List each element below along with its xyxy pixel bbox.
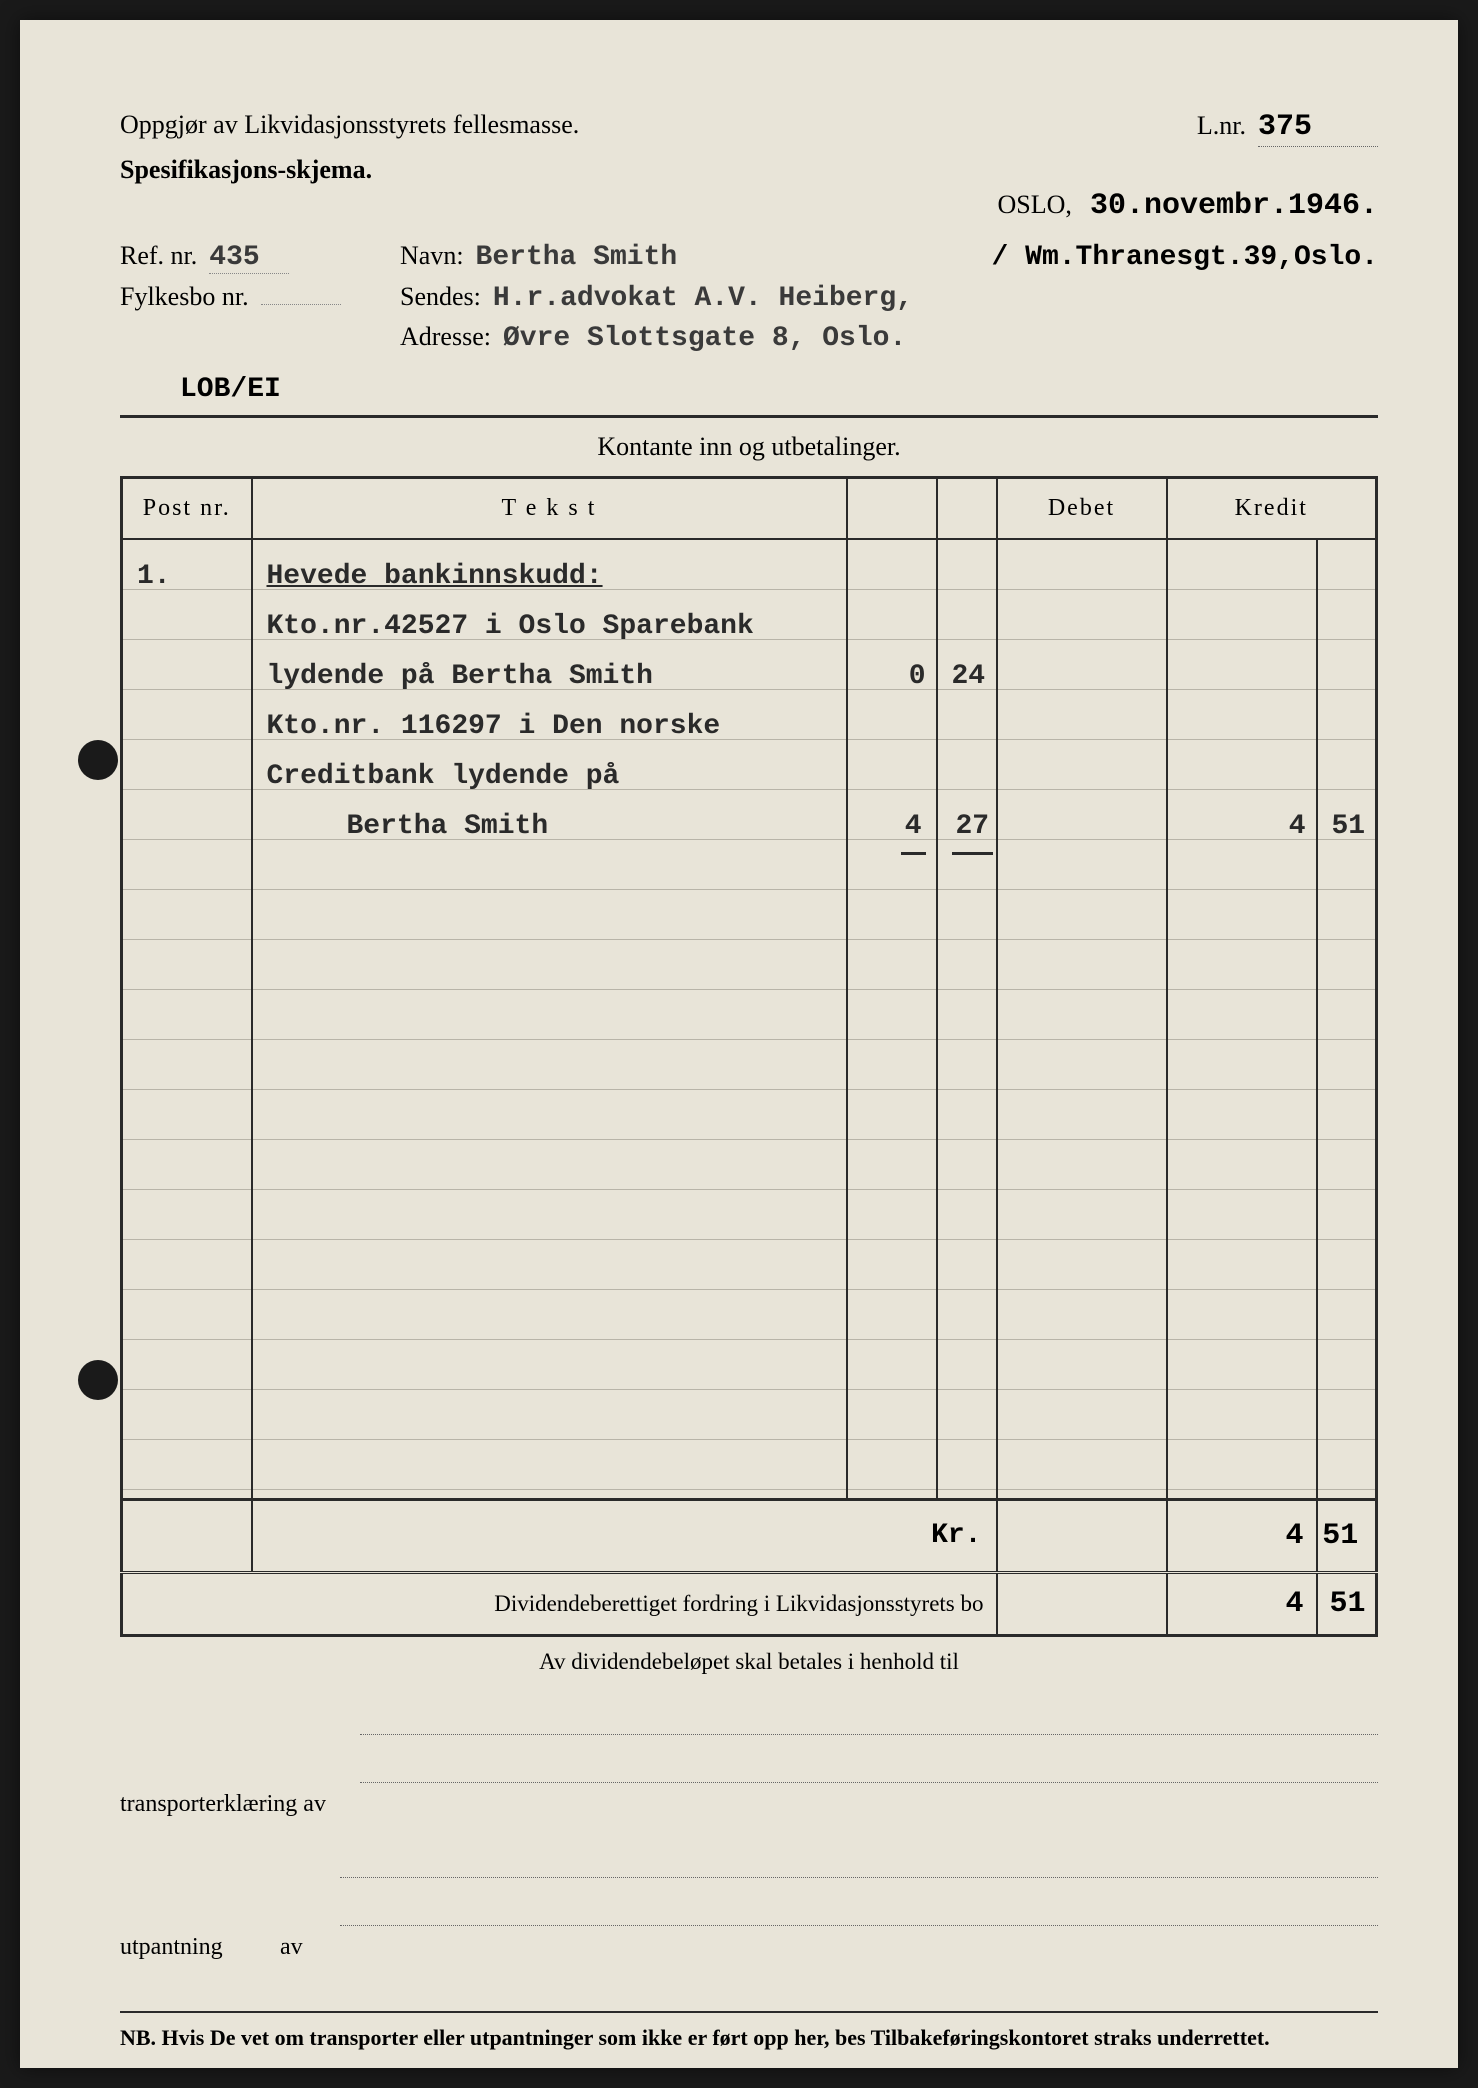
addr-right: Wm.Thranesgt.39,Oslo. (1025, 242, 1378, 273)
title-line-1: Oppgjør av Likvidasjonsstyrets fellesmas… (120, 110, 579, 147)
title-line-2: Spesifikasjons-skjema. (120, 155, 1378, 185)
document-page: Oppgjør av Likvidasjonsstyrets fellesmas… (20, 20, 1458, 2068)
kredit-col-o: 51 (1318, 540, 1376, 864)
transport-label: transporterklæring av (120, 1791, 340, 1818)
meta-row-3: Adresse: Øvre Slottsgate 8, Oslo. (120, 322, 1378, 354)
ref-label: Ref. nr. (120, 241, 197, 271)
tekst-l5: Creditbank lydende på (267, 752, 832, 802)
col-debet: Debet (997, 478, 1167, 540)
navn-value: Bertha Smith (476, 242, 678, 273)
utpantning-label: utpantning (120, 1934, 260, 1961)
tekst-l2: Kto.nr.42527 i Oslo Sparebank (267, 602, 832, 652)
fylkesbo-value (261, 304, 341, 305)
navn-label: Navn: (400, 241, 464, 271)
lnr-value: 375 (1258, 110, 1378, 147)
post-nr: 1. (123, 540, 251, 614)
table-body-row: 1. Hevede bankinnskudd: Kto.nr.42527 i O… (122, 539, 1377, 1499)
lob-code: LOB/EI (180, 374, 1378, 405)
r3-k: 0 (862, 652, 926, 702)
fylkesbo-label: Fylkesbo nr. (120, 282, 249, 312)
col-amt-k (847, 478, 937, 540)
kredit-col-k: 4 (1168, 540, 1316, 864)
meta-row-1: Ref. nr. 435 Navn: Bertha Smith / Wm.Thr… (120, 241, 1378, 274)
below-table-text: Av dividendebeløpet skal betales i henho… (120, 1649, 1378, 1675)
amt-col-o: 24 27 (938, 540, 996, 867)
col-tekst: T e k s t (252, 478, 847, 540)
r6-k: 4 (901, 802, 926, 855)
section-title: Kontante inn og utbetalinger. (120, 418, 1378, 476)
av-label: av (280, 1934, 320, 1961)
dividend-row: Dividendeberettiget fordring i Likvidasj… (122, 1572, 1377, 1635)
col-amt-o (937, 478, 997, 540)
tekst-l6: Bertha Smith (267, 802, 832, 852)
total-kredit-k: 4 (1167, 1499, 1317, 1572)
date-value: 30.novembr.1946. (1090, 189, 1378, 223)
col-post: Post nr. (122, 478, 252, 540)
utpantning-row: utpantning av (120, 1858, 1378, 1961)
r6-kredit-k: 4 (1182, 802, 1306, 852)
sig-line (360, 1715, 1378, 1735)
ref-value: 435 (209, 242, 289, 274)
meta-row-2: Fylkesbo nr. Sendes: H.r.advokat A.V. He… (120, 282, 1378, 314)
amt-col-k: 0 4 (848, 540, 936, 867)
place-label: OSLO, (998, 190, 1072, 219)
punch-hole (78, 740, 118, 780)
lnr-group: L.nr. 375 (1197, 110, 1378, 147)
sig-line (340, 1906, 1378, 1926)
col-kredit: Kredit (1167, 478, 1377, 540)
r6-kredit-o: 51 (1332, 802, 1362, 852)
sig-line (340, 1858, 1378, 1878)
tekst-content: Hevede bankinnskudd: Kto.nr.42527 i Oslo… (253, 540, 846, 864)
adresse-value: Øvre Slottsgate 8, Oslo. (503, 323, 906, 354)
ledger-table: Post nr. T e k s t Debet Kredit 1. Heved… (120, 476, 1378, 1637)
transport-row: transporterklæring av (120, 1715, 1378, 1818)
kr-label: Kr. (252, 1499, 997, 1572)
sendes-label: Sendes: (400, 282, 481, 312)
nb-notice: NB. Hvis De vet om transporter eller utp… (120, 2011, 1378, 2051)
sig-line (360, 1763, 1378, 1783)
table-header-row: Post nr. T e k s t Debet Kredit (122, 478, 1377, 540)
total-kredit-o: 51 (1317, 1499, 1377, 1572)
lnr-label: L.nr. (1197, 111, 1246, 141)
totals-row: Kr. 4 51 (122, 1499, 1377, 1572)
tekst-l4: Kto.nr. 116297 i Den norske (267, 702, 832, 752)
adresse-label: Adresse: (400, 322, 491, 352)
tekst-l1: Hevede bankinnskudd: (267, 552, 832, 602)
ruled-lines (998, 540, 1166, 1498)
ruled-lines (123, 540, 251, 1498)
dividend-label: Dividendeberettiget fordring i Likvidasj… (122, 1572, 997, 1635)
dividend-kredit-k: 4 (1167, 1572, 1317, 1635)
dividend-kredit-o: 51 (1317, 1572, 1377, 1635)
sendes-value: H.r.advokat A.V. Heiberg, (493, 283, 913, 314)
place-date: OSLO, 30.novembr.1946. (120, 189, 1378, 223)
tekst-l3: lydende på Bertha Smith (267, 652, 832, 702)
r3-o: 24 (952, 652, 982, 702)
r6-o: 27 (952, 802, 994, 855)
punch-hole (78, 1360, 118, 1400)
header-top: Oppgjør av Likvidasjonsstyrets fellesmas… (120, 110, 1378, 147)
